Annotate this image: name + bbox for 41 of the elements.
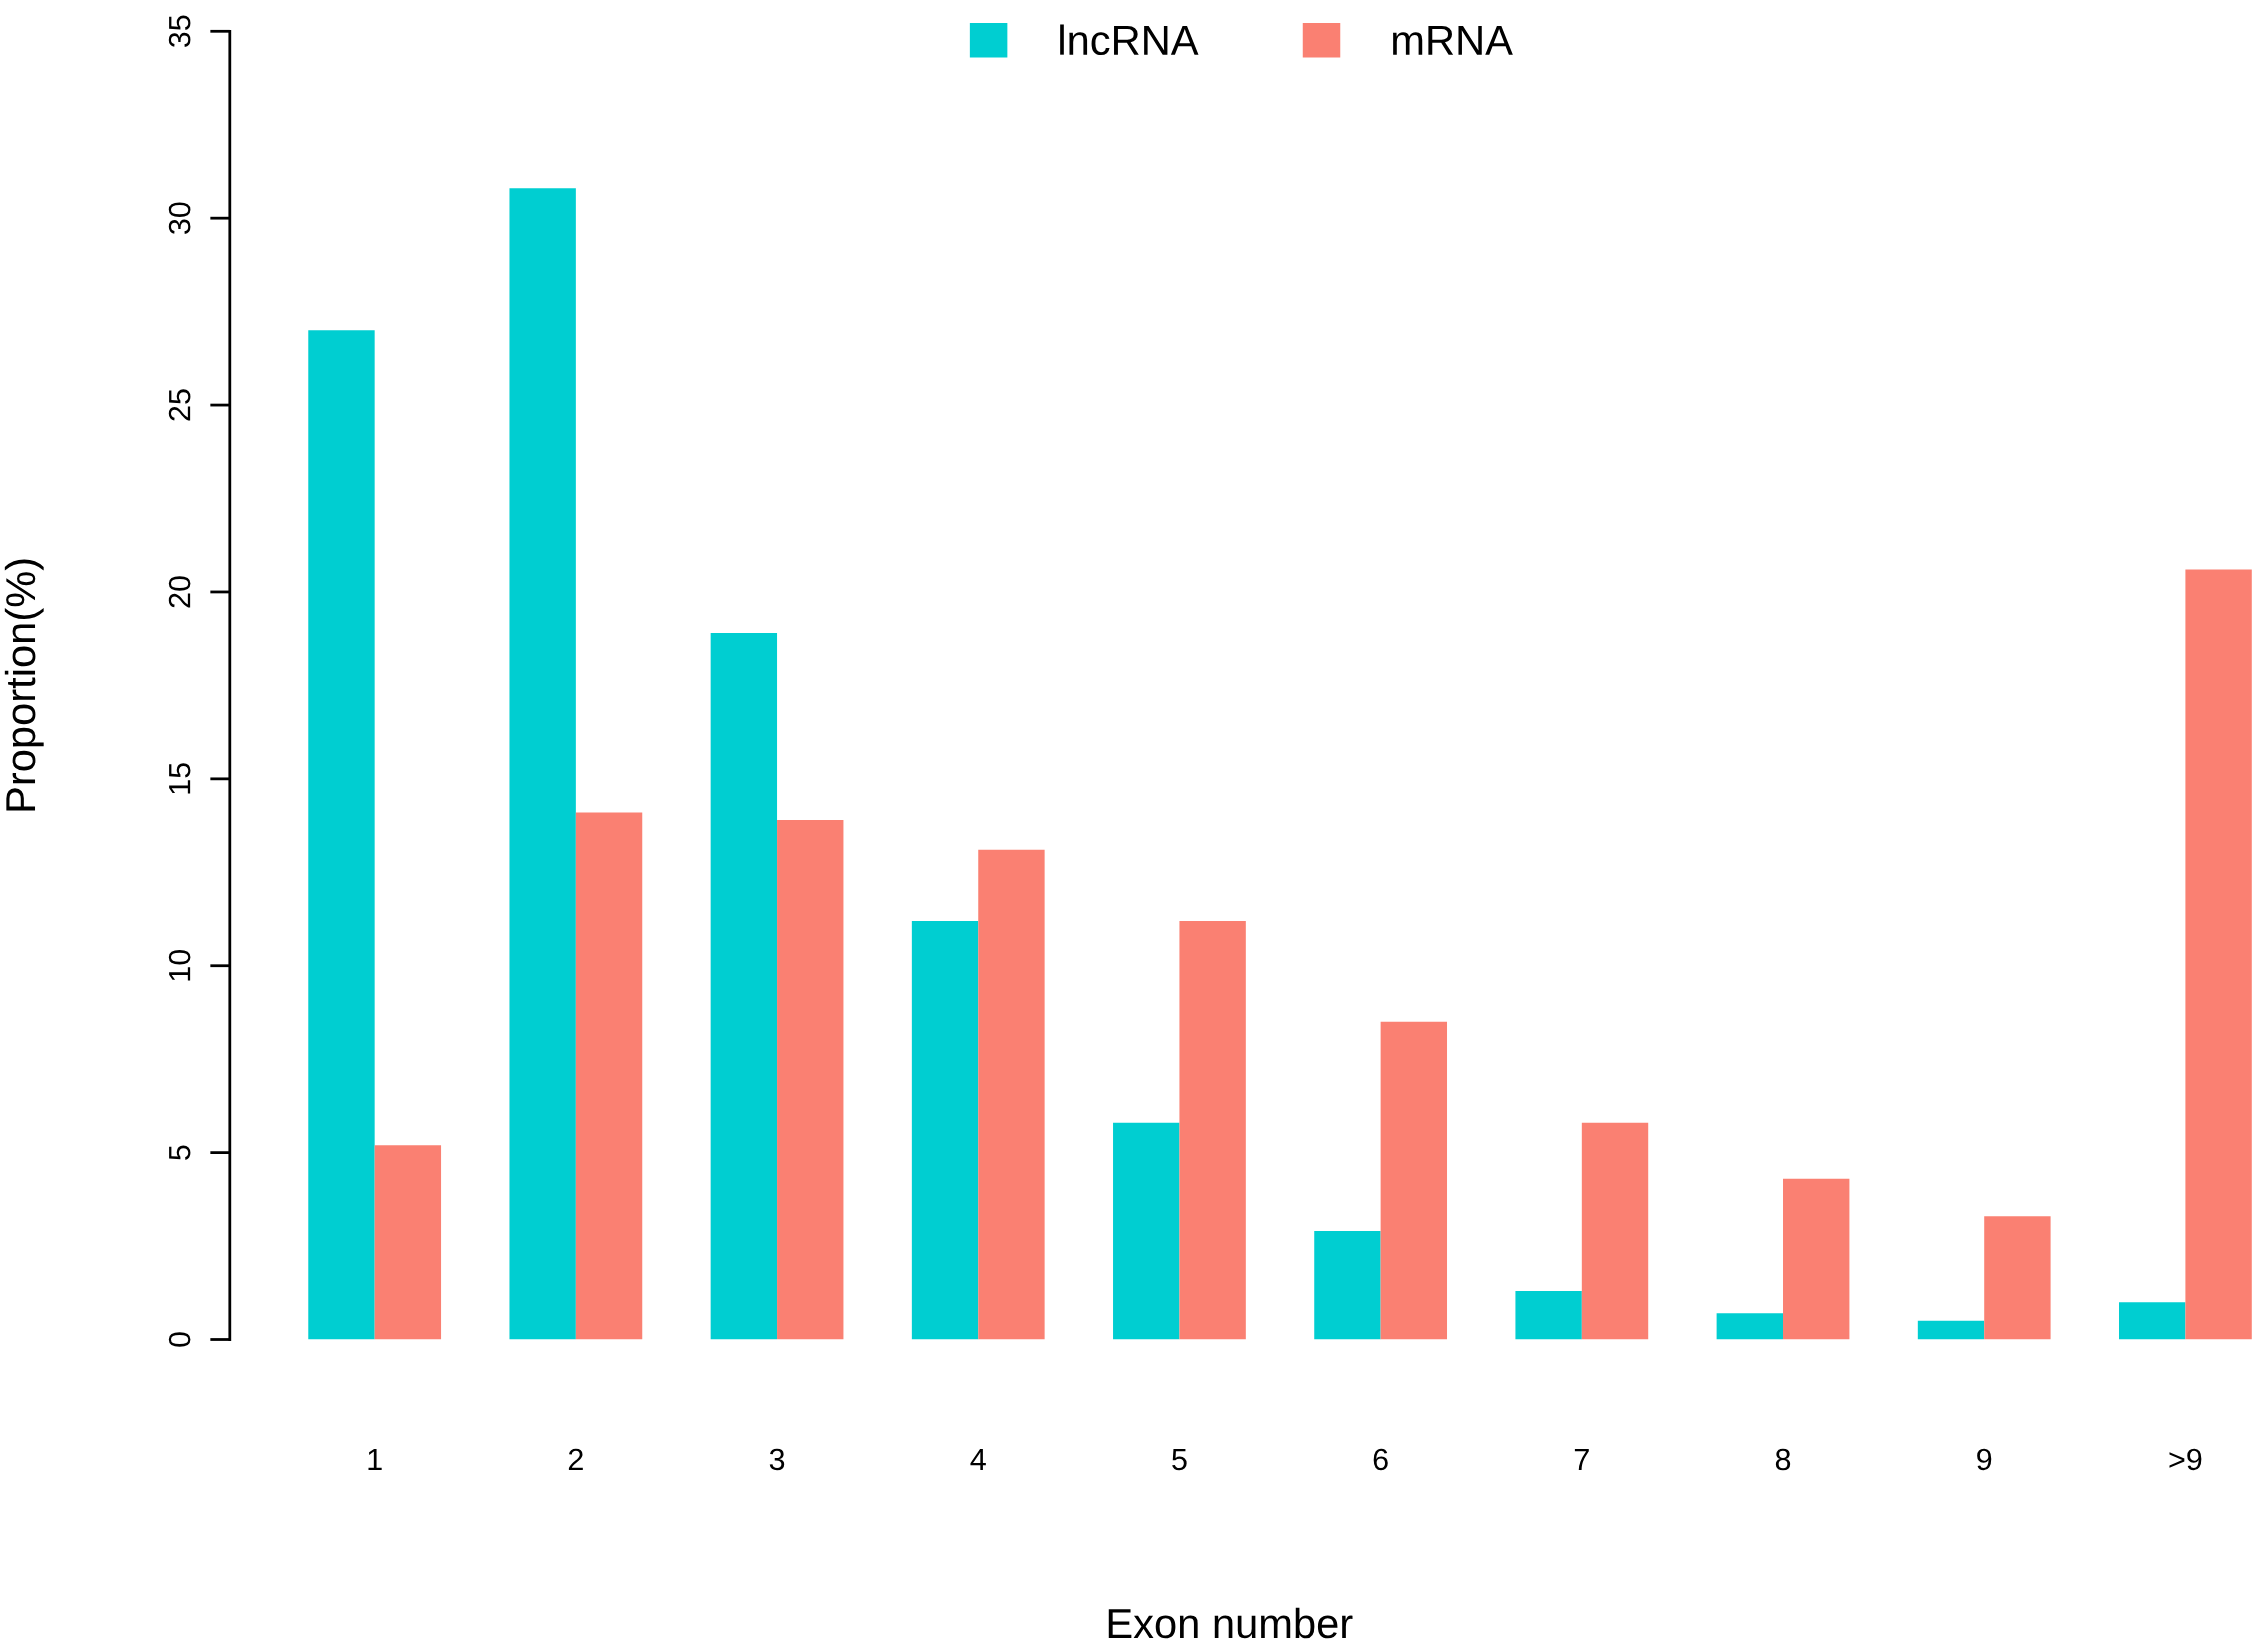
x-tick-label: 7 <box>1574 1448 1589 1470</box>
y-axis-title: Proportion(%) <box>4 559 44 811</box>
bar <box>575 812 643 1340</box>
y-tick-label: 35 <box>168 15 191 48</box>
x-axis-title: Exon number <box>1108 1607 1353 1639</box>
x-tick-label: >9 <box>2169 1448 2202 1471</box>
x-tick-label: 2 <box>568 1448 583 1470</box>
bar <box>374 1145 442 1340</box>
bar <box>308 330 375 1340</box>
legend-label: mRNA <box>1393 26 1513 55</box>
bar <box>1716 1313 1784 1340</box>
bar <box>1783 1178 1850 1340</box>
y-tick-label: 10 <box>168 949 191 981</box>
y-tick-label: 25 <box>168 389 191 421</box>
x-tick-label: 6 <box>1373 1448 1388 1471</box>
bar <box>1984 1216 2051 1340</box>
bar <box>509 188 576 1340</box>
bar <box>1380 1021 1448 1340</box>
x-tick-label: 4 <box>970 1448 986 1470</box>
bar <box>1179 920 1246 1340</box>
y-tick-label: 5 <box>169 1145 191 1160</box>
y-tick-label: 30 <box>168 202 191 235</box>
x-tick-label: 9 <box>1977 1448 1992 1471</box>
bar <box>911 920 979 1340</box>
bar <box>1581 1122 1649 1340</box>
bar <box>777 819 844 1340</box>
bar <box>1515 1290 1582 1340</box>
bar <box>1113 1122 1180 1340</box>
bar <box>978 849 1045 1340</box>
bar <box>1917 1320 1985 1340</box>
x-tick-label: 8 <box>1775 1448 1791 1471</box>
y-tick-label: 15 <box>169 763 191 794</box>
x-tick-label: 1 <box>368 1448 382 1470</box>
legend-label: lncRNA <box>1060 24 1199 56</box>
bar <box>1314 1231 1381 1340</box>
bar <box>710 633 778 1340</box>
y-tick-label: 20 <box>168 576 191 608</box>
y-tick-label: 0 <box>168 1332 191 1347</box>
bar <box>2185 569 2252 1340</box>
x-tick-label: 5 <box>1172 1448 1187 1471</box>
x-tick-label: 3 <box>769 1448 785 1471</box>
